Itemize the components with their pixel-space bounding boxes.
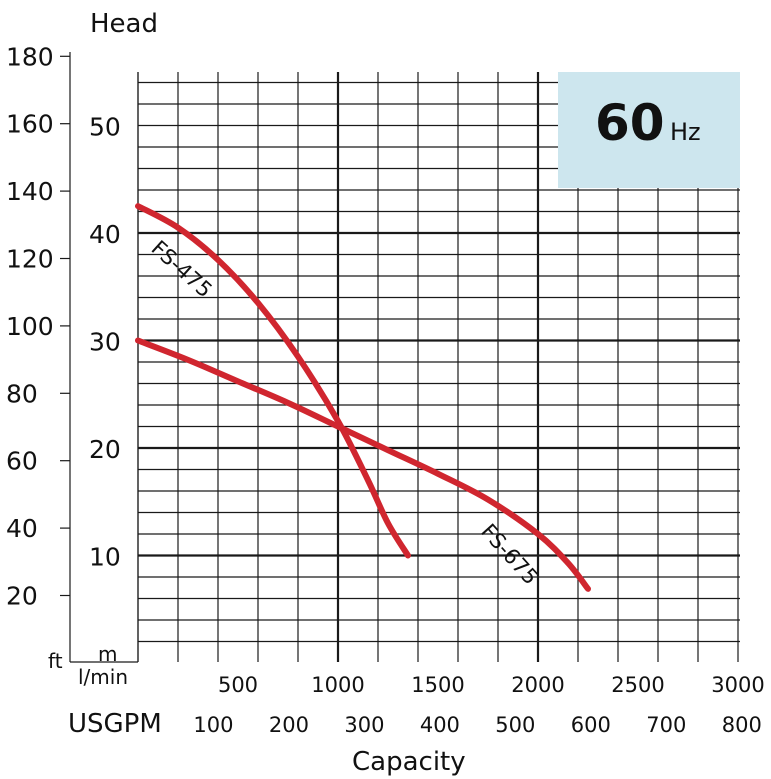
m-unit-label: m [98, 642, 117, 666]
m-tick-label: 40 [89, 220, 121, 249]
ft-tick-label: 80 [6, 379, 38, 408]
m-tick-label: 50 [89, 113, 121, 142]
lmin-tick-label: 500 [218, 673, 258, 697]
ft-tick-label: 180 [6, 42, 54, 71]
x-axis-title: Capacity [352, 747, 466, 777]
frequency-unit: Hz [670, 118, 701, 146]
usgpm-tick-label: 300 [344, 713, 384, 737]
usgpm-tick-label: 800 [722, 713, 762, 737]
ft-tick-label: 140 [6, 177, 54, 206]
ft-tick-label: 120 [6, 245, 54, 274]
ft-tick-label: 40 [6, 514, 38, 543]
usgpm-unit-label: USGPM [68, 709, 162, 739]
lmin-tick-label: 2500 [611, 673, 664, 697]
m-tick-label: 30 [89, 328, 121, 357]
lmin-tick-label: 1000 [311, 673, 364, 697]
lmin-tick-label: 2000 [511, 673, 564, 697]
tick-labels: 180 160 140 120 100 80 60 40 20 50 40 30 20 10 500 1000… [6, 42, 765, 737]
lmin-unit-label: l/min [78, 665, 128, 689]
usgpm-tick-label: 400 [420, 713, 460, 737]
lmin-tick-label: 1500 [411, 673, 464, 697]
axis-labels: Head ft m l/min USGPM Capacity [48, 9, 466, 777]
lmin-tick-label: 3000 [711, 673, 764, 697]
frequency-value: 60 [595, 94, 665, 152]
usgpm-tick-label: 600 [571, 713, 611, 737]
m-tick-label: 20 [89, 435, 121, 464]
frequency-badge: 60 Hz [558, 72, 740, 188]
ft-unit-label: ft [48, 649, 63, 673]
usgpm-tick-label: 700 [646, 713, 686, 737]
usgpm-tick-label: 500 [495, 713, 535, 737]
curve-fs-675 [135, 337, 591, 592]
frequency-badge-background [558, 72, 740, 188]
curve-fs-475 [135, 203, 411, 559]
y-axis-title: Head [90, 9, 158, 39]
usgpm-tick-label: 100 [193, 713, 233, 737]
usgpm-tick-label: 200 [269, 713, 309, 737]
ft-tick-label: 20 [6, 582, 38, 611]
m-tick-label: 10 [89, 543, 121, 572]
ft-tick-label: 100 [6, 312, 54, 341]
ft-tick-label: 160 [6, 110, 54, 139]
ft-tick-label: 60 [6, 447, 38, 476]
